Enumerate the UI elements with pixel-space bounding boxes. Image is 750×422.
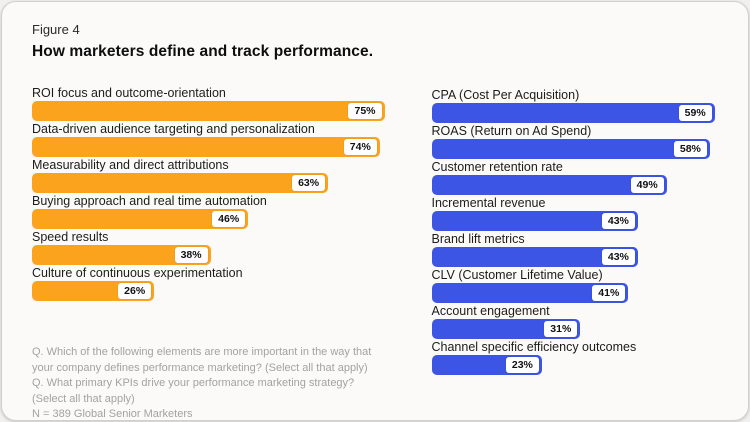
bar-category-label: Data-driven audience targeting and perso…	[32, 122, 315, 136]
bar-row: ROI focus and outcome-orientation 75%	[32, 86, 385, 121]
orange-bar: 75%	[32, 101, 385, 121]
bar-value-badge: 43%	[601, 249, 635, 265]
bar-value-badge: 31%	[544, 321, 578, 337]
bar-row: Buying approach and real time automation…	[32, 194, 385, 229]
blue-bar: 23%	[431, 355, 542, 375]
bar-value-badge: 75%	[348, 103, 382, 119]
footnote-line: N = 389 Global Senior Marketers	[32, 408, 193, 420]
page-title: How marketers define and track performan…	[32, 43, 374, 60]
bar-row: Account engagement 31%	[431, 304, 719, 339]
bar-row: Measurability and direct attributions 63…	[32, 158, 385, 193]
orange-bar: 46%	[32, 209, 249, 229]
blue-bar: 58%	[431, 139, 710, 159]
bar-value-badge: 23%	[505, 357, 539, 373]
figure-label: Figure 4	[32, 22, 80, 37]
blue-bar: 59%	[431, 103, 715, 123]
bar-value-badge: 59%	[678, 105, 712, 121]
bar-value-badge: 46%	[212, 211, 246, 227]
right-bar-chart: CPA (Cost Per Acquisition) 59% ROAS (Ret…	[431, 86, 719, 420]
bar-category-label: Speed results	[32, 230, 109, 244]
orange-bar: 26%	[32, 281, 155, 301]
bar-category-label: CPA (Cost Per Acquisition)	[431, 88, 580, 102]
orange-bar: 38%	[32, 245, 211, 265]
bar-value-badge: 43%	[601, 213, 635, 229]
blue-bar: 43%	[431, 211, 638, 231]
orange-bar: 63%	[32, 173, 329, 193]
bar-category-label: CLV (Customer Lifetime Value)	[431, 268, 603, 282]
left-bar-chart: ROI focus and outcome-orientation 75% Da…	[32, 86, 385, 420]
bar-category-label: Culture of continuous experimentation	[32, 266, 243, 280]
bar-category-label: ROAS (Return on Ad Spend)	[431, 124, 592, 138]
bar-category-label: Channel specific efficiency outcomes	[431, 340, 637, 354]
charts-area: ROI focus and outcome-orientation 75% Da…	[32, 86, 719, 420]
footnote-line: Q. Which of the following elements are m…	[32, 346, 372, 374]
bar-row: Customer retention rate 49%	[431, 160, 719, 195]
bar-row: Incremental revenue 43%	[431, 196, 719, 231]
bar-category-label: Measurability and direct attributions	[32, 158, 229, 172]
footnote-line: Q. What primary KPIs drive your performa…	[32, 377, 355, 405]
blue-bar: 43%	[431, 247, 638, 267]
bar-value-badge: 26%	[118, 283, 152, 299]
orange-bar: 74%	[32, 137, 380, 157]
footnotes: Q. Which of the following elements are m…	[32, 345, 385, 420]
bar-category-label: Incremental revenue	[431, 196, 546, 210]
bar-category-label: Brand lift metrics	[431, 232, 525, 246]
blue-bar: 31%	[431, 319, 581, 339]
bar-row: ROAS (Return on Ad Spend) 58%	[431, 124, 719, 159]
bar-row: CLV (Customer Lifetime Value) 41%	[431, 268, 719, 303]
bar-row: CPA (Cost Per Acquisition) 59%	[431, 88, 719, 123]
bar-value-badge: 41%	[592, 285, 626, 301]
bar-value-badge: 49%	[630, 177, 664, 193]
bar-category-label: Buying approach and real time automation	[32, 194, 267, 208]
blue-bar: 49%	[431, 175, 667, 195]
bar-row: Speed results 38%	[32, 230, 385, 265]
bar-row: Brand lift metrics 43%	[431, 232, 719, 267]
bar-category-label: Customer retention rate	[431, 160, 563, 174]
bar-value-badge: 74%	[343, 139, 377, 155]
bar-category-label: ROI focus and outcome-orientation	[32, 86, 226, 100]
bar-value-badge: 63%	[292, 175, 326, 191]
bar-value-badge: 58%	[673, 141, 707, 157]
bar-value-badge: 38%	[174, 247, 208, 263]
blue-bar: 41%	[431, 283, 629, 303]
bar-category-label: Account engagement	[431, 304, 550, 318]
bar-row: Culture of continuous experimentation 26…	[32, 266, 385, 301]
bar-row: Data-driven audience targeting and perso…	[32, 122, 385, 157]
bar-row: Channel specific efficiency outcomes 23%	[431, 340, 719, 375]
